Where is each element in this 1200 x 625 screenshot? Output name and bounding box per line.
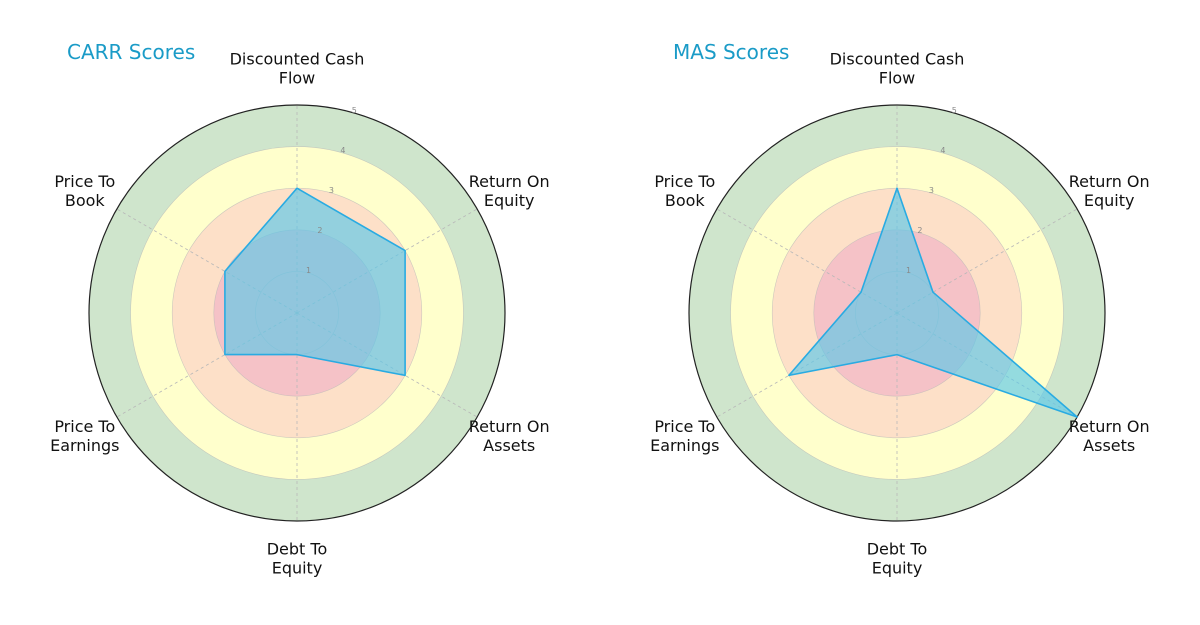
carr-axis-label-4: Price To Earnings (50, 417, 119, 455)
mas-chart-title: MAS Scores (673, 40, 790, 64)
mas-tick-label-2: 2 (917, 226, 922, 235)
mas-spoke-1 (896, 208, 1078, 314)
carr-grid-ring-4 (130, 146, 464, 480)
carr-axis-label-3: Debt To Equity (267, 540, 328, 578)
carr-spoke-4 (116, 312, 298, 418)
carr-tick-label-2: 2 (317, 226, 322, 235)
carr-radar-chart: 1 2 3 4 5 Discounted Cash Flow Return On Equity R… (50, 50, 550, 578)
mas-axis-label-4: Price To Earnings (650, 417, 719, 455)
carr-tick-label-4: 4 (340, 146, 345, 155)
carr-axis-label-0: Discounted Cash Flow (230, 50, 365, 88)
carr-axis-label-2: Return On Assets (469, 417, 550, 455)
carr-tick-label-1: 1 (306, 266, 311, 275)
mas-tick-label-3: 3 (929, 186, 934, 195)
mas-radar-chart: 1 2 3 4 5 Discounted Cash Flow Return On Equity R… (650, 50, 1150, 578)
mas-axis-label-3: Debt To Equity (867, 540, 928, 578)
mas-axis-label-0: Discounted Cash Flow (830, 50, 965, 88)
mas-axis-label-2: Return On Assets (1069, 417, 1150, 455)
mas-outer-circle (688, 104, 1106, 522)
carr-tick-label-3: 3 (329, 186, 334, 195)
mas-tick-label-5: 5 (952, 106, 957, 115)
carr-axis-label-5: Price To Book (54, 172, 115, 210)
mas-tick-label-1: 1 (906, 266, 911, 275)
carr-outer-circle (88, 104, 506, 522)
carr-chart-title: CARR Scores (67, 40, 196, 64)
carr-axis-label-1: Return On Equity (469, 172, 550, 210)
mas-grid-ring-4 (730, 146, 1064, 480)
carr-tick-label-5: 5 (352, 106, 357, 115)
mas-spoke-5 (716, 208, 898, 314)
carr-spoke-5 (116, 208, 298, 314)
mas-axis-label-5: Price To Book (654, 172, 715, 210)
mas-tick-label-4: 4 (940, 146, 945, 155)
mas-axis-label-1: Return On Equity (1069, 172, 1150, 210)
